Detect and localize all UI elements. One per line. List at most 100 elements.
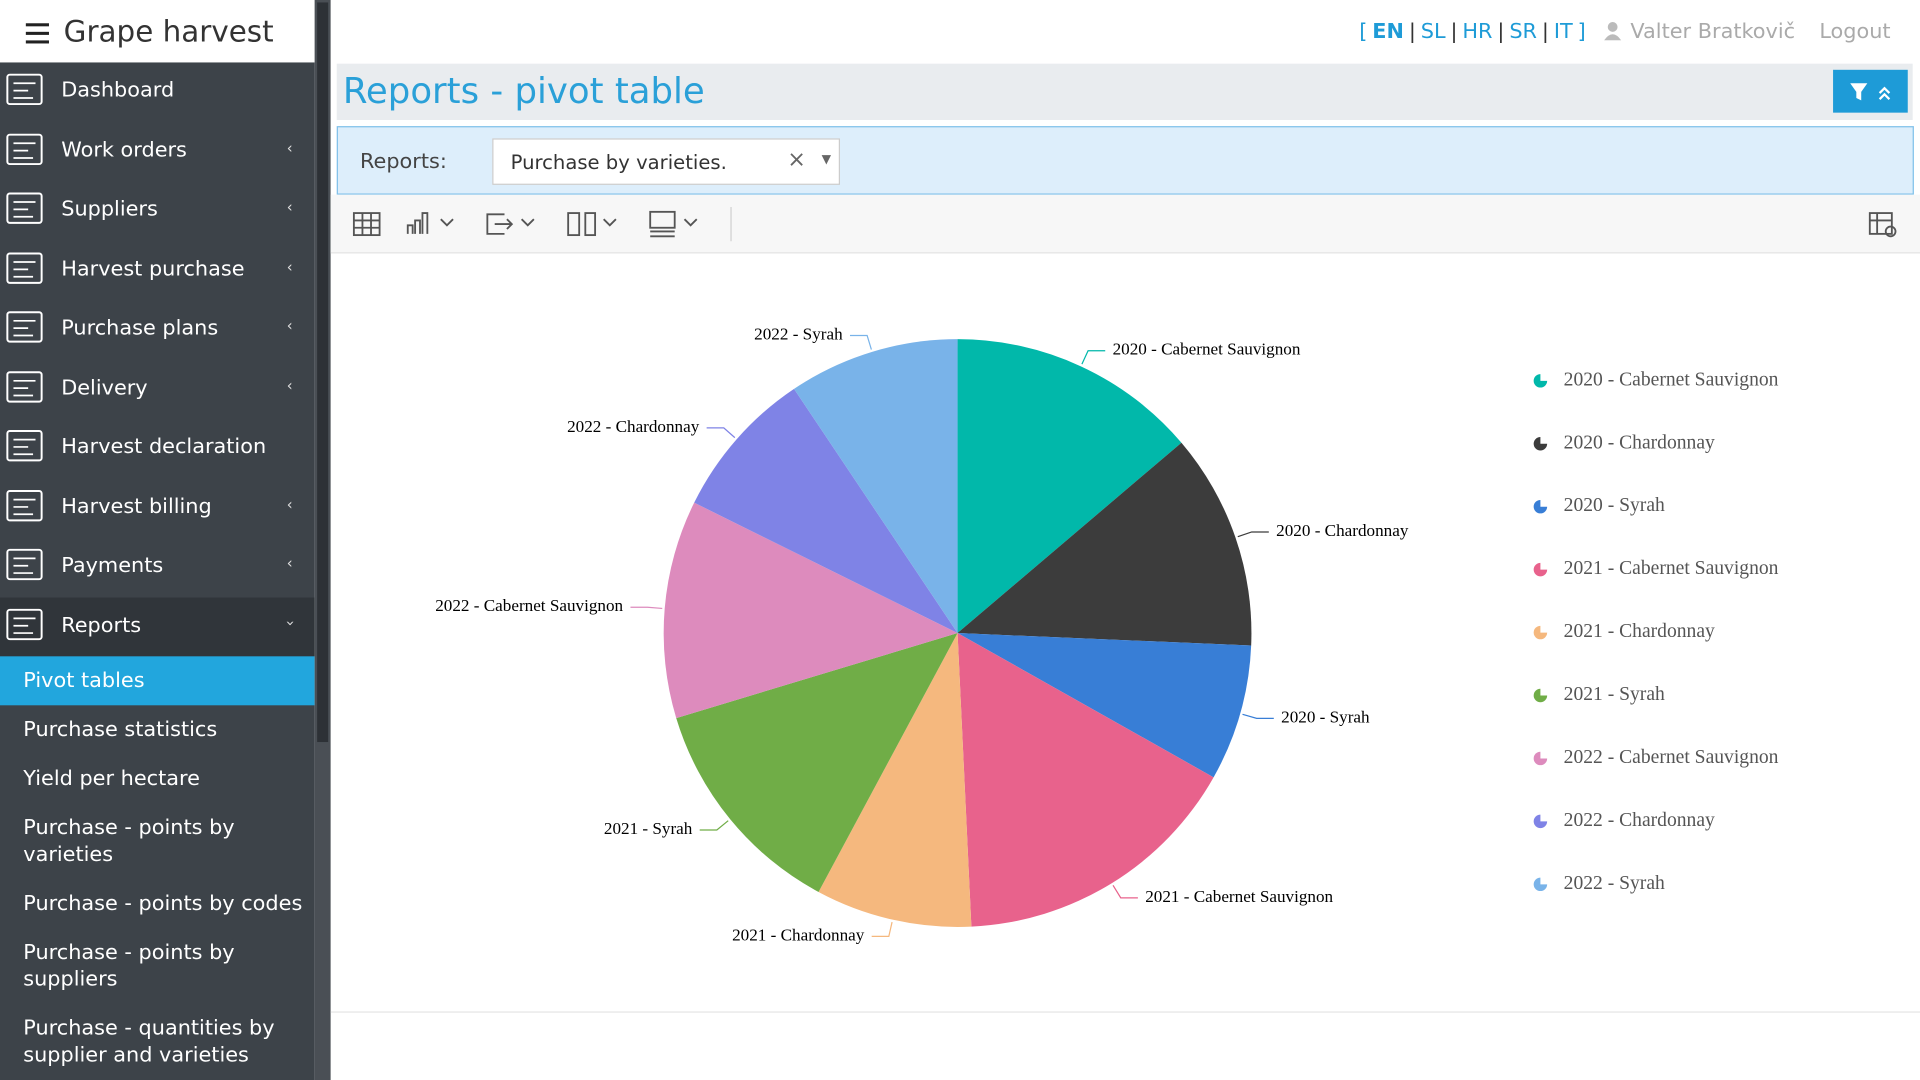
pie-slice: [818, 633, 972, 927]
nav-icon: [6, 489, 43, 521]
nav-item[interactable]: Harvest billing ‹: [0, 478, 315, 537]
nav-label: Harvest declaration: [61, 434, 267, 460]
slice-label: 2022 - Syrah: [754, 324, 843, 343]
legend-label: 2020 - Cabernet Sauvignon: [1564, 369, 1779, 390]
legend-icon-cut: [1540, 499, 1548, 507]
leader-line: [699, 820, 729, 831]
nav-item[interactable]: Suppliers ‹: [0, 181, 315, 240]
pie-slice: [676, 633, 958, 892]
layout-button[interactable]: [567, 212, 617, 237]
chart-button[interactable]: [406, 212, 454, 234]
language[interactable]: HR: [1462, 19, 1493, 45]
leader-line: [630, 606, 663, 610]
leader-line: [871, 921, 893, 938]
slice-label: 2020 - Chardonnay: [1276, 521, 1409, 540]
slice-label: 2022 - Chardonnay: [567, 417, 700, 436]
title-bar: Reports - pivot table: [336, 63, 1913, 121]
report-select[interactable]: Purchase by varieties. × ▼: [492, 138, 841, 185]
legend-icon-cut: [1540, 436, 1548, 444]
nav-icon: [6, 311, 43, 343]
slice-label: 2020 - Syrah: [1281, 707, 1370, 726]
app-title: Grape harvest: [63, 14, 274, 49]
separator: |: [1450, 19, 1458, 45]
leader-line: [1237, 531, 1269, 538]
pie-slice: [957, 339, 1182, 634]
menu-toggle[interactable]: [25, 22, 53, 46]
nav-label: Suppliers: [61, 197, 158, 222]
subnav-item[interactable]: Purchase statistics: [23, 717, 218, 743]
legend-icon-cut: [1540, 814, 1548, 822]
settings-button[interactable]: [1868, 212, 1897, 238]
legend-label: 2021 - Syrah: [1564, 684, 1665, 705]
nav-icon: [6, 548, 43, 581]
legend-icon-cut: [1540, 562, 1548, 570]
bracket: [: [1359, 19, 1368, 45]
nav-arrow: ‹: [281, 619, 299, 626]
pie-slice: [957, 442, 1252, 646]
nav-label: Dashboard: [61, 78, 175, 103]
subnav-item[interactable]: Purchase - points by suppliers: [23, 940, 235, 992]
nav-label: Reports: [61, 612, 142, 638]
nav-arrow: ‹: [286, 495, 293, 513]
pie-slice: [694, 388, 958, 634]
separator: |: [1408, 19, 1416, 45]
toolbar: [330, 194, 1920, 254]
page-title: Reports - pivot table: [342, 69, 705, 112]
slice-label: 2021 - Cabernet Sauvignon: [1145, 887, 1333, 906]
leader-line: [849, 334, 872, 350]
language[interactable]: IT: [1553, 19, 1573, 45]
top-bar: [EN | SL | HR | SR | IT] Valter Bratkovič Logout: [331, 0, 1920, 62]
nav-icon: [6, 430, 43, 462]
user[interactable]: Valter Bratkovič: [1603, 20, 1795, 44]
pie-chart: 2020 - Cabernet Sauvignon 2020 - Chardonn…: [330, 324, 1920, 1013]
scrollbar[interactable]: [314, 0, 331, 1080]
nav-arrow: ‹: [286, 138, 293, 157]
nav-item[interactable]: Dashboard: [0, 62, 315, 121]
language[interactable]: SR: [1509, 19, 1538, 45]
nav-icon: [6, 370, 43, 403]
grid-view-button[interactable]: [352, 212, 381, 237]
separator: |: [1541, 19, 1549, 45]
language-switcher: [EN | SL | HR | SR | IT]: [1357, 20, 1588, 44]
nav-item[interactable]: Harvest purchase ‹: [0, 241, 315, 300]
pie-slice: [957, 633, 1214, 927]
subnav-item[interactable]: Purchase - points by codes: [23, 891, 303, 916]
toolbar-icons: [352, 206, 1897, 242]
legend-icon-cut: [1540, 688, 1548, 696]
leader-line: [706, 427, 736, 439]
nav-icon: [6, 608, 43, 640]
select-caret[interactable]: ▼: [821, 153, 832, 167]
nav-label: Payments: [61, 553, 164, 578]
select-clear[interactable]: ×: [787, 146, 806, 173]
sidebar-header: Grape harvest: [0, 0, 315, 63]
select-value: Purchase by varieties.: [510, 150, 727, 174]
nav-arrow: ‹: [286, 198, 293, 216]
subnav-item[interactable]: Purchase - points by varieties: [23, 815, 235, 867]
nav-item[interactable]: Delivery ‹: [0, 359, 315, 418]
nav-item[interactable]: Reports ‹: [0, 596, 315, 656]
legend-icon-cut: [1540, 625, 1548, 633]
slice-label: 2021 - Chardonnay: [732, 925, 865, 944]
filter-button[interactable]: [1833, 69, 1908, 113]
subnav-item[interactable]: Yield per hectare: [23, 766, 200, 792]
export-button[interactable]: [486, 213, 535, 235]
logout[interactable]: Logout: [1819, 19, 1891, 45]
nav-label: Delivery: [61, 375, 148, 400]
options-button[interactable]: [649, 210, 698, 238]
nav-item[interactable]: Purchase plans ‹: [0, 300, 315, 359]
sidebar: Grape harvest Dashboard Work orders ‹ Suppl…: [0, 0, 315, 1080]
pie-slice: [794, 339, 958, 634]
filter-label: Reports:: [360, 149, 447, 174]
subnav-item[interactable]: Purchase - quantities by supplier and va…: [23, 1016, 275, 1068]
nav-item[interactable]: Payments ‹: [0, 538, 315, 597]
subnav-item[interactable]: Pivot tables: [0, 656, 315, 706]
language[interactable]: EN: [1372, 19, 1404, 45]
slice-label: 2020 - Cabernet Sauvignon: [1113, 340, 1301, 359]
nav-label: Work orders: [61, 137, 187, 163]
nav-label: Harvest billing: [61, 494, 212, 519]
language[interactable]: SL: [1420, 19, 1446, 45]
nav-item[interactable]: Work orders ‹: [0, 122, 315, 181]
nav-item[interactable]: Harvest declaration: [0, 419, 315, 478]
legend-label: 2021 - Cabernet Sauvignon: [1564, 558, 1779, 579]
